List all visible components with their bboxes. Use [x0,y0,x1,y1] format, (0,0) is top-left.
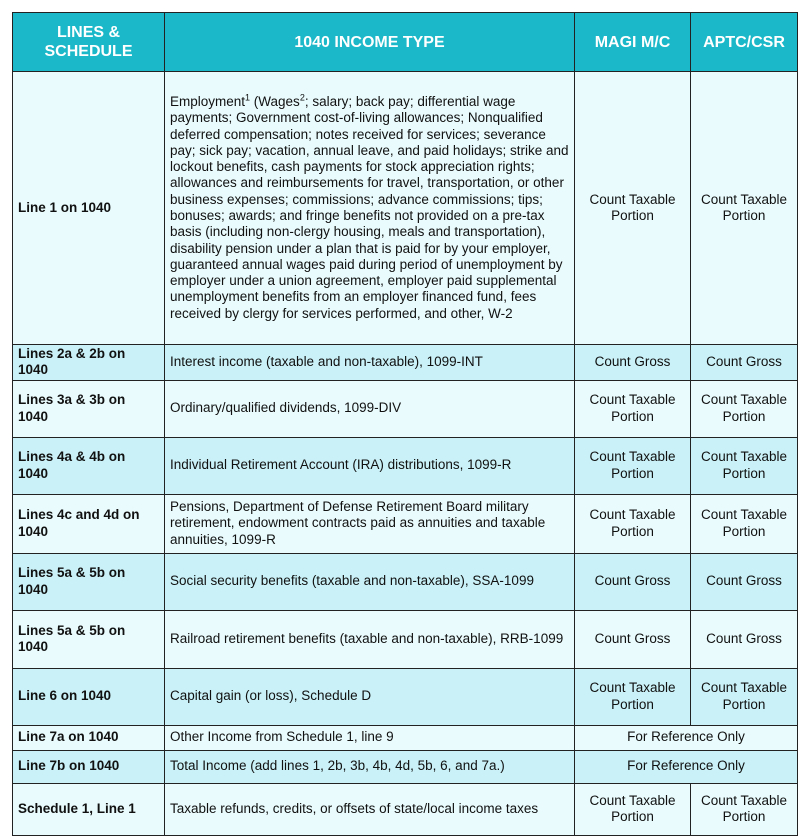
table-row: Line 7b on 1040 Total Income (add lines 1… [12,749,798,784]
line-cell: Lines 4a & 4b on 1040 [12,436,165,495]
aptc-cell: Count Taxable Portion [690,379,798,438]
magi-cell: Count Taxable Portion [574,667,691,726]
table-row: Line 1 on 1040 Employment1 (Wages2; sala… [12,71,798,345]
table-row: Lines 4a & 4b on 1040 Individual Retireme… [12,436,798,495]
text: (Wages [250,93,300,109]
line-cell: Lines 5a & 5b on 1040 [12,609,165,669]
magi-cell: Count Taxable Portion [574,379,691,438]
income-type-cell: Individual Retirement Account (IRA) dist… [164,436,575,495]
magi-cell: Count Taxable Portion [574,71,691,345]
income-type-cell: Employment1 (Wages2; salary; back pay; d… [164,71,575,345]
line-cell: Line 7a on 1040 [12,724,165,751]
magi-cell: Count Gross [574,344,691,381]
income-type-cell: Other Income from Schedule 1, line 9 [164,724,575,751]
magi-cell: Count Taxable Portion [574,782,691,836]
line-cell: Lines 3a & 3b on 1040 [12,379,165,438]
line-cell: Line 7b on 1040 [12,749,165,784]
text: ; salary; back pay; differential wage pa… [170,93,569,321]
footnote-2: 2 [299,92,305,103]
table-row: Line 7a on 1040 Other Income from Schedul… [12,724,798,751]
footnote-1: 1 [245,92,251,103]
aptc-cell: Count Taxable Portion [690,782,798,836]
table-row: Lines 3a & 3b on 1040 Ordinary/qualified … [12,379,798,438]
aptc-cell: Count Taxable Portion [690,71,798,345]
table-row: Schedule 1, Line 1 Taxable refunds, credi… [12,782,798,836]
line-cell: Lines 4c and 4d on 1040 [12,493,165,554]
reference-only-cell: For Reference Only [574,724,798,751]
table-row: Lines 5a & 5b on 1040 Social security ben… [12,552,798,611]
income-type-cell: Taxable refunds, credits, or offsets of … [164,782,575,836]
table-row: Lines 4c and 4d on 1040 Pensions, Departm… [12,493,798,554]
income-type-cell: Railroad retirement benefits (taxable an… [164,609,575,669]
aptc-cell: Count Gross [690,344,798,381]
header-income-type: 1040 INCOME TYPE [164,12,575,72]
aptc-cell: Count Taxable Portion [690,493,798,554]
magi-cell: Count Gross [574,552,691,611]
aptc-cell: Count Gross [690,552,798,611]
table-row: Line 6 on 1040 Capital gain (or loss), Sc… [12,667,798,726]
header-magi: MAGI M/C [574,12,691,72]
header-aptc: APTC/CSR [690,12,798,72]
magi-cell: Count Taxable Portion [574,436,691,495]
magi-cell: Count Gross [574,609,691,669]
income-type-cell: Ordinary/qualified dividends, 1099-DIV [164,379,575,438]
line-cell: Line 6 on 1040 [12,667,165,726]
line-cell: Line 1 on 1040 [12,71,165,345]
line-cell: Schedule 1, Line 1 [12,782,165,836]
table-row: Lines 2a & 2b on 1040 Interest income (ta… [12,344,798,381]
aptc-cell: Count Taxable Portion [690,667,798,726]
table-row: Lines 5a & 5b on 1040 Railroad retirement… [12,609,798,669]
income-type-cell: Pensions, Department of Defense Retireme… [164,493,575,554]
aptc-cell: Count Taxable Portion [690,436,798,495]
header-lines-schedule: LINES & SCHEDULE [12,12,165,72]
line-cell: Lines 2a & 2b on 1040 [12,344,165,381]
income-type-cell: Social security benefits (taxable and no… [164,552,575,611]
income-type-cell: Total Income (add lines 1, 2b, 3b, 4b, 4… [164,749,575,784]
magi-cell: Count Taxable Portion [574,493,691,554]
income-table: LINES & SCHEDULE 1040 INCOME TYPE MAGI M… [12,12,798,836]
income-type-cell: Capital gain (or loss), Schedule D [164,667,575,726]
reference-only-cell: For Reference Only [574,749,798,784]
text: Employment [170,93,246,109]
aptc-cell: Count Gross [690,609,798,669]
income-type-cell: Interest income (taxable and non-taxable… [164,344,575,381]
header-row: LINES & SCHEDULE 1040 INCOME TYPE MAGI M… [12,12,798,72]
line-cell: Lines 5a & 5b on 1040 [12,552,165,611]
